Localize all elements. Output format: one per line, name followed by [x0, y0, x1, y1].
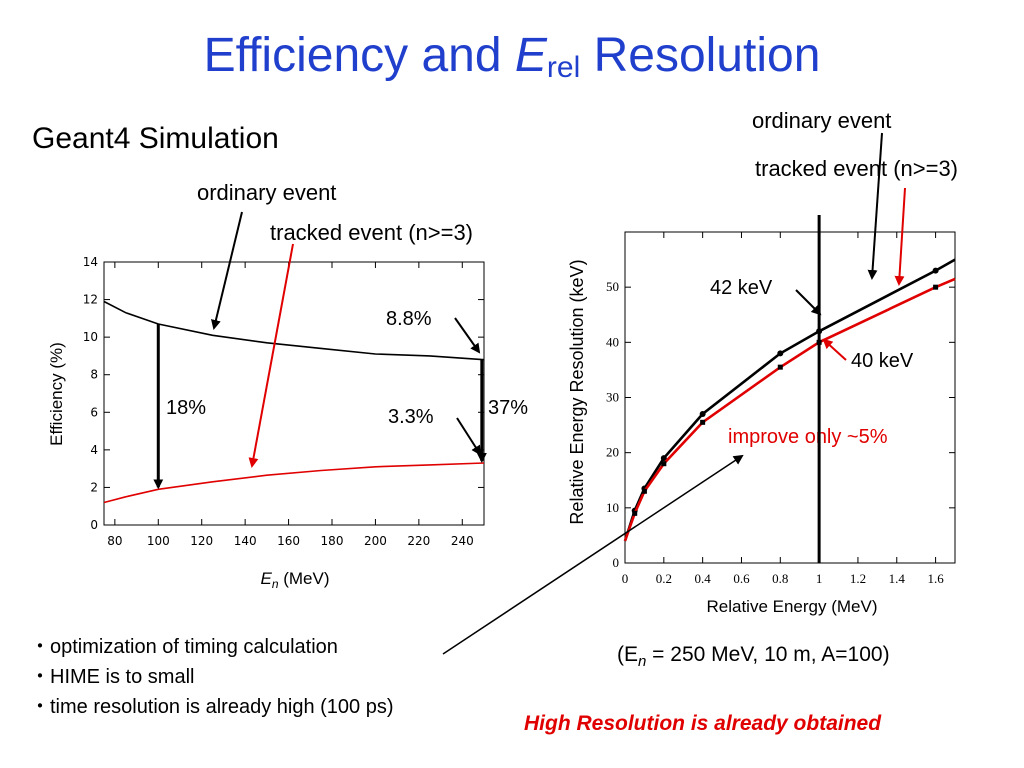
y-tick-label: 40: [606, 334, 619, 349]
x-axis-label: Relative Energy (MeV): [706, 597, 877, 616]
conditions-text: (En = 250 MeV, 10 m, A=100): [617, 643, 890, 670]
arrow-improve: [442, 454, 744, 655]
pct-3-3-label: 3.3%: [388, 406, 434, 428]
data-point: [777, 364, 783, 370]
x-tick-label: 0: [622, 571, 629, 586]
x-tick-label: 200: [364, 534, 387, 548]
y-tick-label: 4: [90, 443, 98, 457]
arrow-left-ordinary: [211, 211, 243, 330]
x-axis-label: En (MeV): [260, 569, 329, 591]
data-point: [700, 419, 706, 425]
data-point: [660, 455, 667, 462]
arrow-3-3: [456, 417, 482, 456]
right-tracked-label: tracked event (n>=3): [755, 156, 959, 181]
y-tick-label: 6: [90, 405, 98, 419]
conclusion-text: High Resolution is already obtained: [524, 712, 882, 735]
annotation-arrows: [211, 132, 906, 655]
subtitle: Geant4 Simulation: [32, 122, 279, 155]
right-ordinary-label: ordinary event: [752, 108, 892, 133]
data-point: [933, 284, 939, 290]
x-tick-label: 0.8: [772, 571, 788, 586]
y-tick-label: 0: [90, 518, 98, 532]
left-efficiency-chart: 80 100 120 140 160 180 200 220 240 0 2 4 6 8 10 12 14 En …: [47, 255, 487, 591]
x-axis-subscript: n: [272, 577, 279, 591]
bullet-item: ・optimization of timing calculation: [30, 636, 338, 658]
x-tick-label: 0.6: [733, 571, 750, 586]
arrow-right-ordinary: [867, 132, 883, 280]
x-tick-label: 80: [107, 534, 122, 548]
data-point: [632, 510, 638, 516]
pct-37-label: 37%: [488, 397, 529, 419]
pct-8-8-label: 8.8%: [386, 308, 432, 330]
series-line-tracked: [623, 277, 956, 542]
y-tick-label: 10: [606, 500, 619, 515]
arrow-8-8: [454, 317, 481, 354]
bullet-item: ・time resolution is already high (100 ps…: [30, 696, 394, 718]
data-point: [641, 488, 647, 494]
x-tick-label: 0.2: [656, 571, 672, 586]
y-axis-label: Efficiency (%): [47, 342, 66, 446]
left-tracked-label: tracked event (n>=3): [270, 220, 474, 245]
x-tick-label: 120: [190, 534, 213, 548]
y-tick-label: 14: [83, 255, 98, 269]
y-tick-label: 30: [606, 390, 619, 405]
kev40-label: 40 keV: [851, 350, 914, 372]
plot-frame: [103, 261, 485, 526]
y-axis-label: Relative Energy Resolution (keV): [567, 259, 587, 524]
improve-label: improve only ~5%: [728, 426, 888, 448]
y-tick-label: 2: [90, 480, 98, 494]
data-point: [661, 461, 667, 467]
pct-18-label: 18%: [166, 397, 207, 419]
conditions-value: (En = 250 MeV, 10 m, A=100): [617, 643, 890, 671]
series-line-tracked: [103, 462, 485, 504]
x-tick-label: 160: [277, 534, 300, 548]
left-ordinary-label: ordinary event: [197, 180, 337, 205]
x-tick-label: 240: [451, 534, 474, 548]
x-tick-label: 100: [147, 534, 170, 548]
arrow-right-tracked: [894, 187, 906, 286]
page-title: Efficiency and Erel Resolution: [203, 29, 821, 84]
x-tick-label: 140: [234, 534, 257, 548]
data-point: [932, 267, 939, 274]
kev42-label: 42 keV: [710, 277, 773, 299]
x-tick-label: 1.6: [927, 571, 944, 586]
y-tick-label: 8: [90, 368, 98, 382]
x-tick-label: 0.4: [695, 571, 712, 586]
data-point: [699, 411, 706, 418]
data-point: [777, 350, 784, 357]
arrow-42kev: [795, 289, 822, 316]
right-resolution-chart: 0 0.2 0.4 0.6 0.8 1 1.2 1.4 1.6 0 10 20 30 40 50 Relati…: [567, 215, 956, 616]
arrow-40kev: [822, 338, 847, 361]
y-tick-label: 20: [606, 445, 619, 460]
x-tick-label: 220: [407, 534, 430, 548]
y-tick-label: 10: [83, 330, 98, 344]
x-tick-label: 1.4: [889, 571, 906, 586]
y-tick-label: 12: [83, 293, 98, 307]
series-line-ordinary: [103, 300, 485, 361]
x-axis-symbol: E: [260, 569, 272, 588]
x-tick-label: 1: [816, 571, 823, 586]
y-tick-label: 50: [606, 279, 619, 294]
bullet-item: ・HIME is to small: [30, 666, 195, 688]
x-tick-label: 180: [321, 534, 344, 548]
x-tick-label: 1.2: [850, 571, 866, 586]
arrow-left-tracked: [248, 243, 294, 468]
plot-frame: [624, 231, 956, 564]
y-tick-label: 0: [613, 555, 620, 570]
x-axis-unit: (MeV): [279, 569, 330, 588]
